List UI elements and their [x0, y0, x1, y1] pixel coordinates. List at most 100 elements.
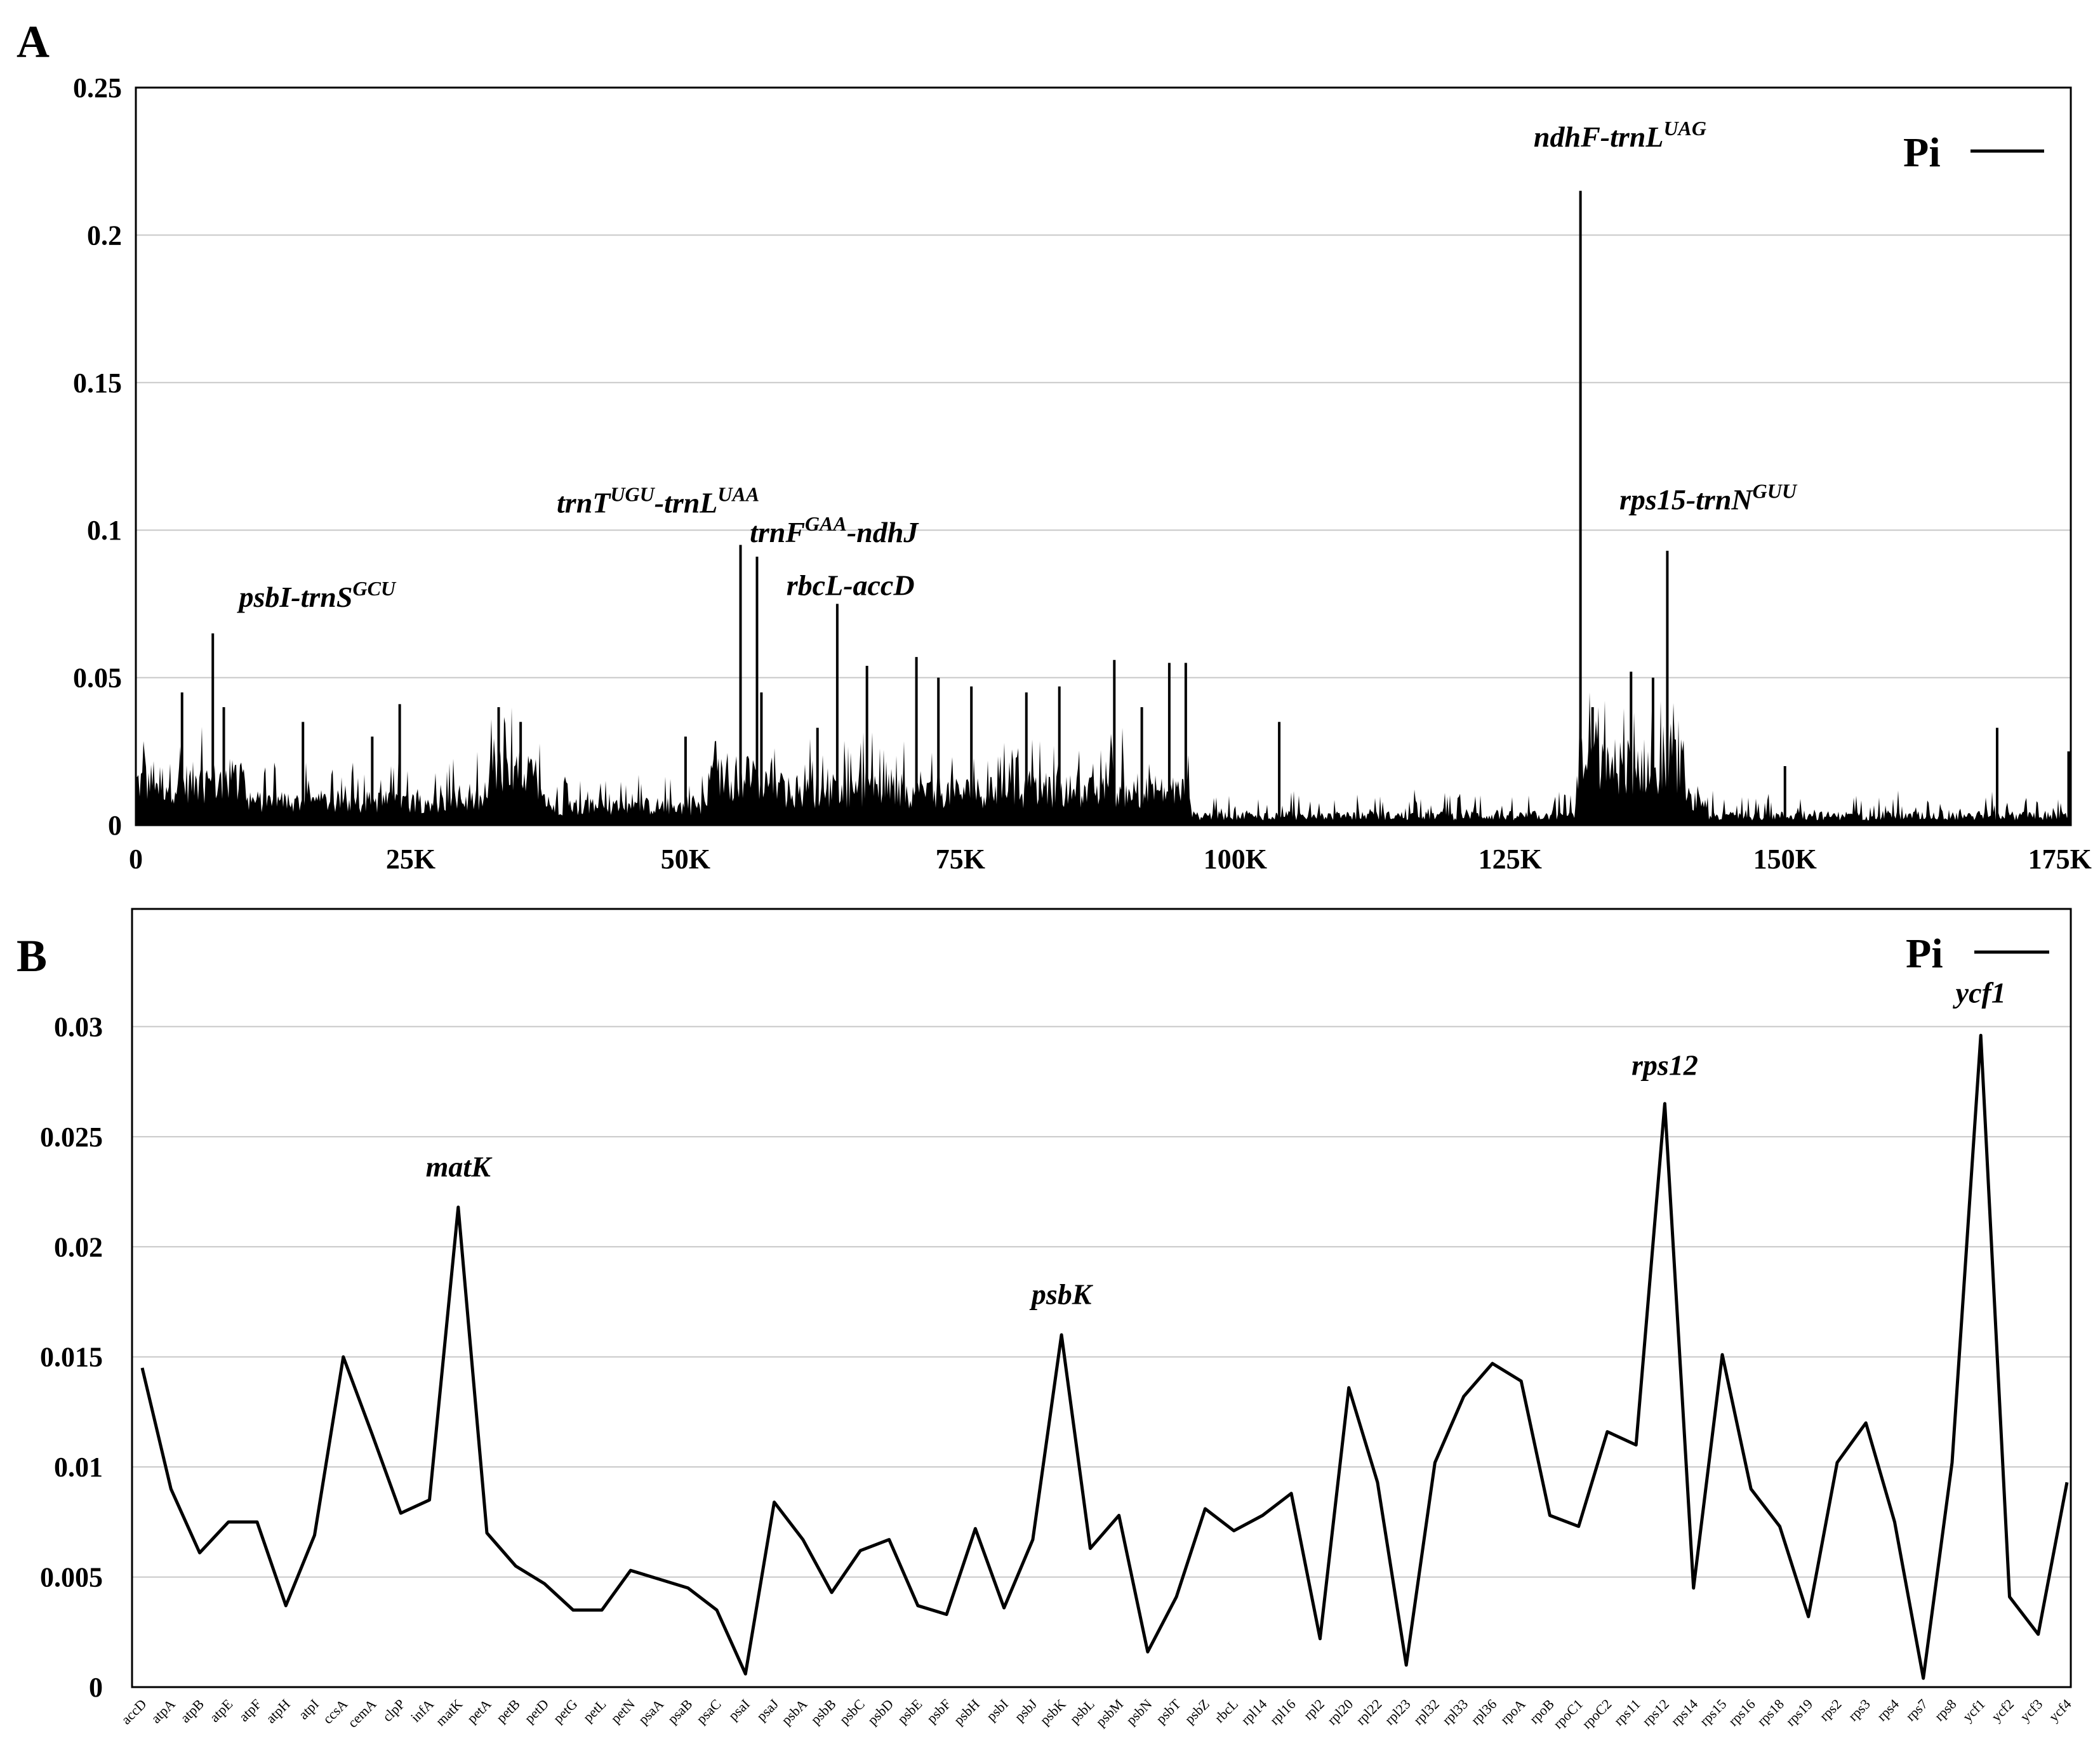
panel-b-category-label: psbA [778, 1696, 811, 1728]
panel-a-x-tick-label: 150K [1753, 844, 1817, 875]
panel-a-legend: Pi [1903, 129, 2044, 176]
panel-a-x-tick-label: 125K [1479, 844, 1542, 875]
annotation-text: rbcL-accD [787, 569, 915, 601]
panel-b-category-label: rps18 [1754, 1696, 1787, 1729]
panel-b-category-label: rps16 [1725, 1696, 1758, 1729]
panel-b-y-tick-label: 0 [89, 1672, 103, 1703]
panel-b-category-label: ycf2 [1988, 1696, 2017, 1725]
panel-b-category-label: infA [408, 1696, 437, 1725]
panel-a-annotation: trnFGAA-ndhJ [750, 512, 919, 548]
panel-a-annotations: psbI-trnSGCU trnTUGU-trnLUAA trnFGAA-ndhJ r… [236, 117, 1797, 613]
panel-b-legend: Pi [1906, 931, 2049, 977]
annotation-text: psbI-trnS [236, 581, 352, 613]
panel-a-gridlines [136, 87, 2071, 679]
panel-b-category-label: psbE [894, 1696, 926, 1727]
panel-b-category-label: ycf1 [1959, 1696, 1988, 1725]
annotation-superscript: GAA [805, 512, 847, 535]
panel-b-category-label: rps12 [1639, 1696, 1672, 1729]
panel-b-gridlines [132, 1026, 2071, 1578]
panel-b-category-label: psbI [983, 1696, 1011, 1724]
panel-b-y-tick-label: 0.02 [54, 1231, 103, 1262]
panel-b-category-label: psbT [1153, 1695, 1184, 1726]
panel-a-chart: 0 0.05 0.1 0.15 0.2 0.25 0 25K 50K 75K 100K 125K 15… [73, 72, 2092, 875]
panel-b-category-label: rpoA [1497, 1696, 1529, 1728]
annotation-superscript: UAA [717, 482, 759, 505]
panel-b-category-label: rpl32 [1410, 1696, 1442, 1728]
panel-a-letter: A [17, 17, 50, 67]
panel-b-y-axis: 0 0.005 0.01 0.015 0.02 0.025 0.03 [40, 1011, 103, 1703]
annotation-text: rps15-trnN [1619, 484, 1753, 516]
panel-b-legend-label: Pi [1906, 931, 1943, 977]
panel-a-annotation: psbI-trnSGCU [236, 577, 396, 613]
panel-b-category-label: ccsA [320, 1696, 351, 1727]
panel-a-x-tick-label: 75K [936, 844, 985, 875]
panel-b-y-tick-label: 0.005 [40, 1562, 103, 1593]
panel-b-category-label: atpF [236, 1696, 264, 1725]
panel-b-category-label: psbD [865, 1696, 897, 1728]
panel-b-category-label: ycf3 [2017, 1696, 2045, 1725]
panel-b-category-label: psaB [665, 1696, 696, 1727]
panel-b-category-label: petA [464, 1696, 495, 1726]
panel-b-category-label: psaI [725, 1696, 753, 1724]
panel-b-annotations: matK psbK rps12 ycf1 [426, 976, 2006, 1310]
annotation-superscript: GCU [352, 577, 396, 600]
panel-b-category-label: rps2 [1816, 1696, 1844, 1724]
panel-b-category-label: rpl16 [1266, 1696, 1299, 1728]
panel-b-category-label: psaA [635, 1696, 667, 1728]
panel-b-y-tick-label: 0.015 [40, 1342, 103, 1373]
panel-b-category-label: rpl2 [1300, 1696, 1327, 1723]
annotation-superscript: GUU [1753, 480, 1798, 503]
panel-b-annotation: matK [426, 1150, 493, 1182]
panel-b-category-label: petG [550, 1696, 580, 1726]
panel-a-y-tick-label: 0.15 [73, 368, 122, 399]
annotation-text: trnT [557, 486, 611, 519]
panel-b-category-label: rps7 [1903, 1696, 1931, 1724]
panel-b-category-label: petD [521, 1696, 552, 1726]
panel-a-y-tick-label: 0 [108, 810, 122, 841]
panel-a-y-tick-label: 0.25 [73, 72, 122, 103]
panel-b-letter: B [17, 931, 47, 981]
panel-a-y-tick-label: 0.1 [87, 515, 122, 546]
panel-b-category-label: rpoC1 [1550, 1696, 1586, 1732]
annotation-text: ndhF-trnL [1534, 121, 1664, 153]
panel-a-legend-label: Pi [1903, 129, 1941, 176]
panel-b-category-label: psbK [1037, 1696, 1069, 1728]
panel-a-x-tick-label: 100K [1204, 844, 1267, 875]
panel-b-category-label: petB [493, 1696, 523, 1726]
panel-b-category-label: rps14 [1668, 1696, 1701, 1729]
panel-a-y-tick-label: 0.2 [87, 220, 122, 251]
panel-a-annotation: rps15-trnNGUU [1619, 480, 1798, 516]
annotation-text: trnF [750, 516, 805, 548]
annotation-superscript: UAG [1663, 117, 1706, 140]
panel-b-category-label: accD [118, 1696, 150, 1728]
panel-b-category-label: psbF [924, 1696, 954, 1726]
annotation-superscript: UGU [610, 482, 655, 505]
panel-b-category-label: cemA [345, 1696, 380, 1731]
panel-b-category-label: clpP [379, 1696, 408, 1725]
annotation-text: -ndhJ [847, 516, 919, 548]
panel-b-category-label: psbM [1093, 1696, 1126, 1730]
panel-b-category-label: psbB [807, 1696, 839, 1728]
panel-b-category-label: rps8 [1931, 1696, 1959, 1724]
panel-b-category-label: rpl36 [1468, 1696, 1500, 1728]
panel-b-annotation: ycf1 [1953, 976, 2006, 1009]
panel-b-category-label: rpoC2 [1579, 1696, 1615, 1732]
panel-b-annotation: psbK [1029, 1278, 1094, 1310]
panel-b-category-label: psbJ [1011, 1696, 1040, 1725]
panel-a-x-tick-label: 50K [661, 844, 710, 875]
panel-b-y-tick-label: 0.03 [54, 1011, 103, 1042]
annotation-text: -trnL [655, 486, 718, 519]
panel-b-category-label: rpl33 [1439, 1696, 1472, 1728]
panel-b-category-label: rps19 [1783, 1696, 1816, 1729]
panel-a-x-tick-label: 25K [386, 844, 435, 875]
panel-b-category-label: psbH [950, 1696, 983, 1728]
panel-a-x-tick-label: 175K [2028, 844, 2092, 875]
panel-a-plot-frame [135, 86, 2072, 826]
panel-b-category-label: rps11 [1611, 1696, 1644, 1729]
panel-b-y-tick-label: 0.01 [54, 1452, 103, 1483]
panel-b-y-tick-label: 0.025 [40, 1122, 103, 1153]
panel-b-category-label: psbN [1123, 1696, 1155, 1728]
panel-b-category-label: atpA [148, 1696, 178, 1726]
